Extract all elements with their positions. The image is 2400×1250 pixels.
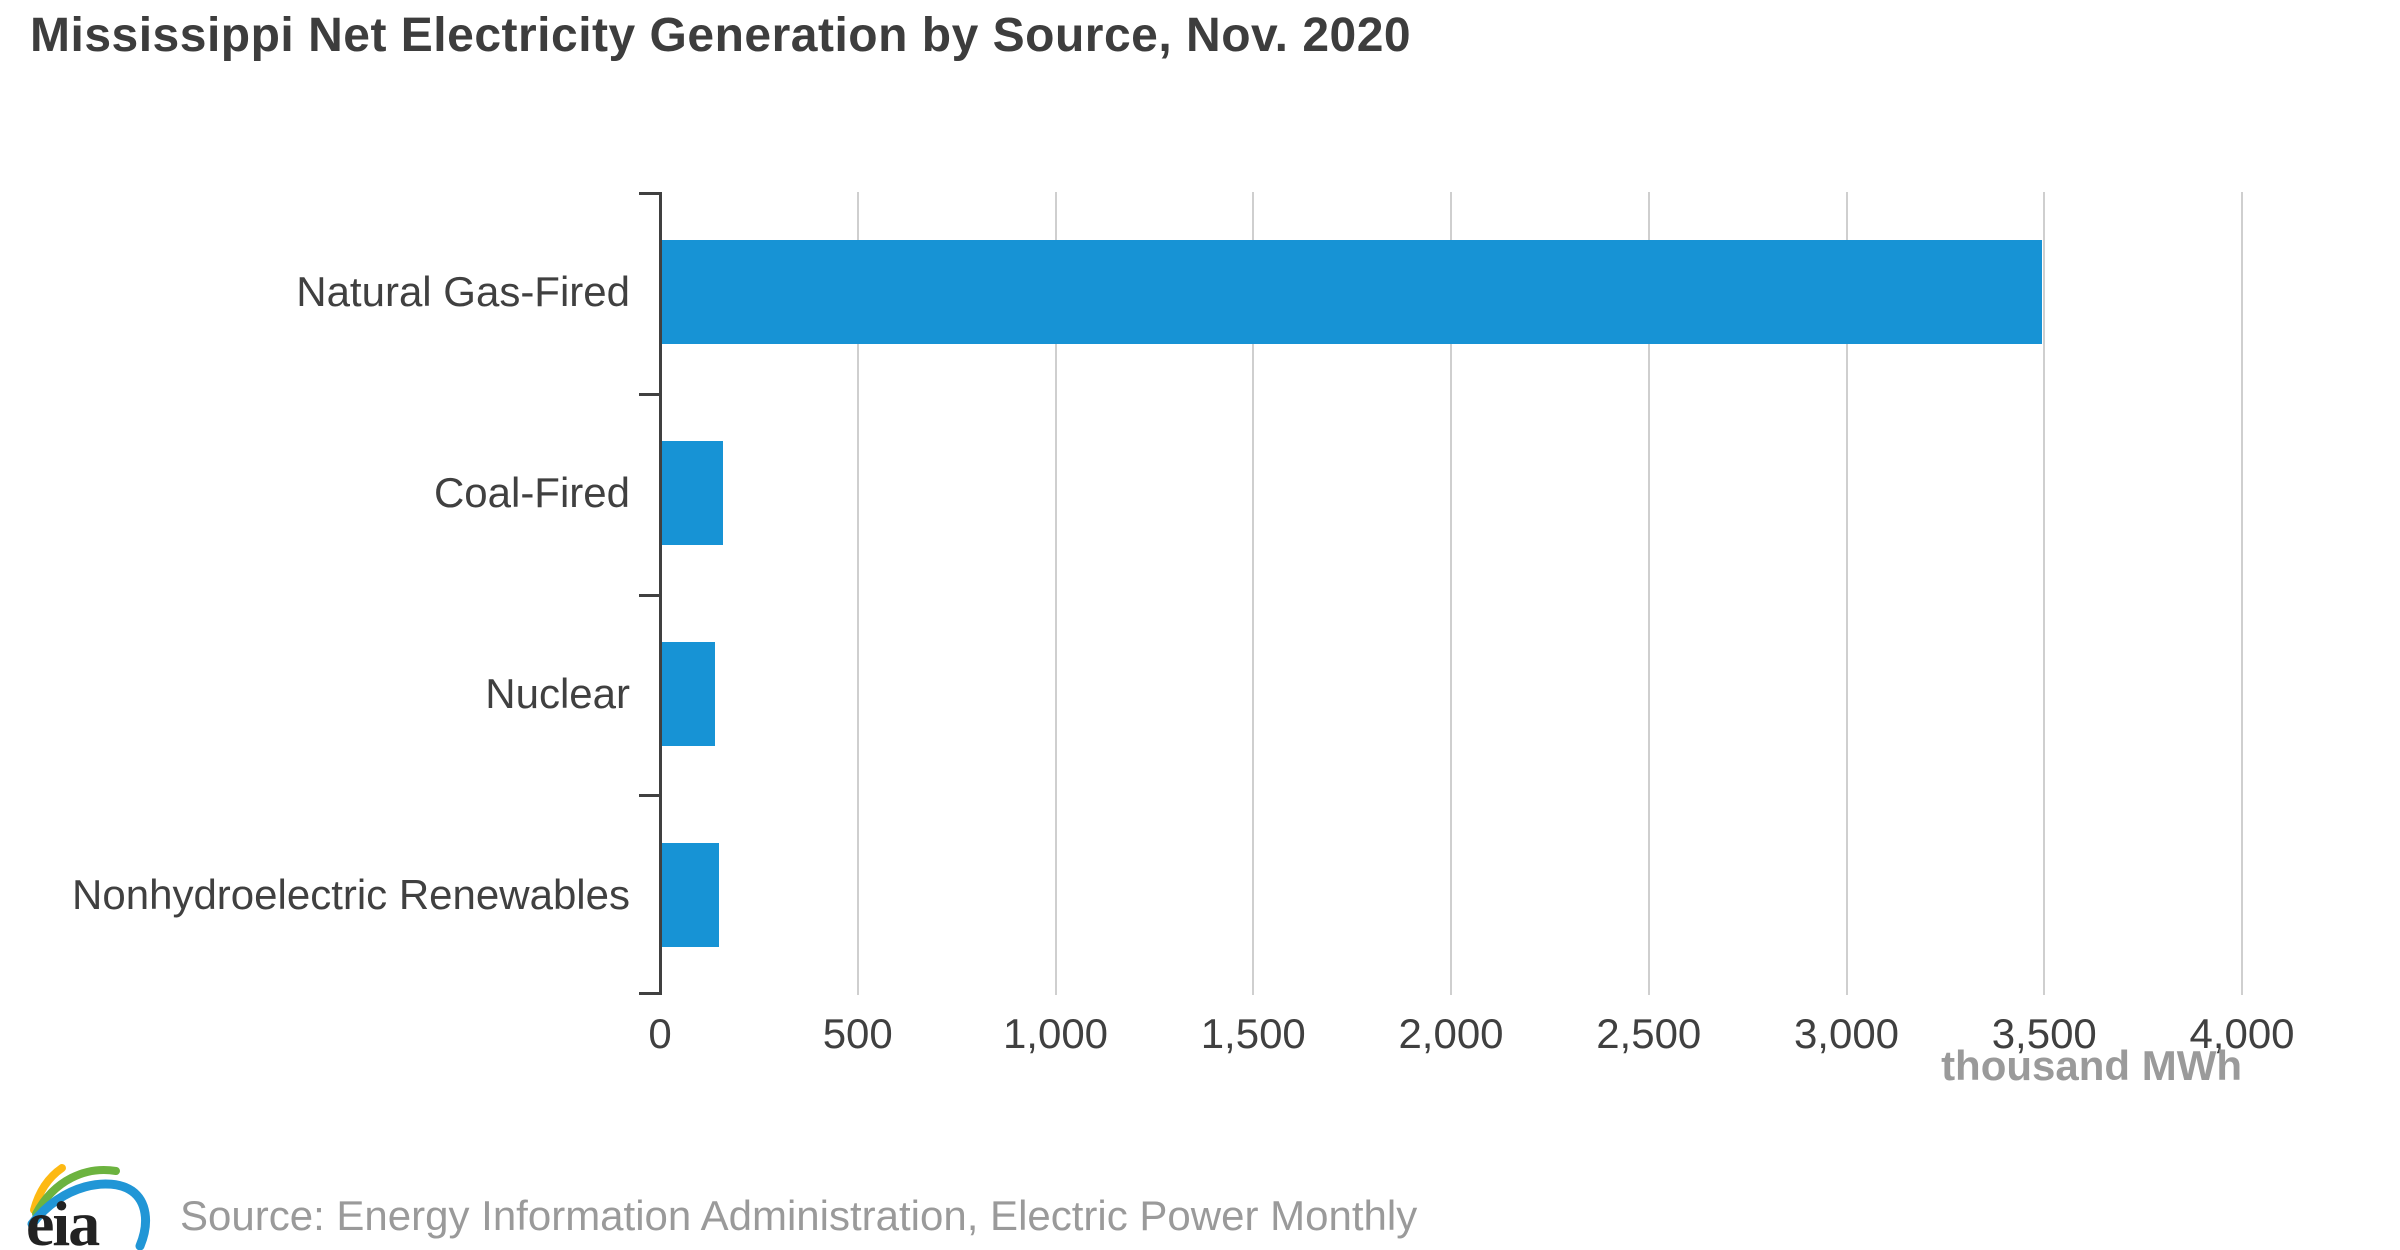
y-axis-tick <box>639 593 659 597</box>
x-tick-label: 3,500 <box>1991 1010 2097 1057</box>
x-tick-label: 3,000 <box>1793 1010 1900 1057</box>
gridline <box>1054 192 1057 995</box>
bar <box>662 441 723 546</box>
x-tick-label: 4,000 <box>2189 1010 2295 1057</box>
category-label: Nuclear <box>485 669 630 717</box>
x-tick-label: 0 <box>648 1010 672 1057</box>
gridline <box>1252 192 1255 995</box>
gridline <box>2043 192 2046 995</box>
category-label: Coal-Fired <box>433 469 630 517</box>
eia-logo-text: eia <box>26 1188 100 1250</box>
gridline <box>1647 192 1650 995</box>
x-tick-label: 1,500 <box>1200 1010 1306 1057</box>
eia-logo-yellow-swoosh <box>30 1164 66 1214</box>
x-tick-label: 2,000 <box>1398 1010 1504 1057</box>
footer: eia Source: Energy Information Administr… <box>0 1150 2400 1250</box>
y-axis-line <box>659 192 662 995</box>
x-tick-label: 2,500 <box>1596 1010 1702 1057</box>
gridline <box>1450 192 1452 995</box>
gridline <box>1845 192 1848 995</box>
y-axis-tick <box>639 392 659 396</box>
category-label: Nonhydroelectric Renewables <box>72 870 630 918</box>
x-axis-unit-label: thousand MWh <box>1941 1042 2242 1089</box>
eia-logo-blue-swoosh <box>27 1179 150 1250</box>
category-label: Natural Gas-Fired <box>296 268 630 316</box>
y-axis-tick <box>639 794 659 798</box>
x-tick-label: 1,000 <box>1002 1010 1109 1057</box>
eia-logo: eia <box>26 1164 150 1250</box>
bar <box>662 240 2042 345</box>
y-axis-tick <box>639 992 659 995</box>
chart-title: Mississippi Net Electricity Generation b… <box>30 9 1412 62</box>
y-axis-tick <box>639 192 659 195</box>
gridline <box>2241 192 2243 995</box>
gridline <box>856 192 859 995</box>
bar <box>662 641 715 746</box>
source-note: Source: Energy Information Administratio… <box>180 1192 1418 1239</box>
eia-logo-green-swoosh <box>32 1166 120 1218</box>
bar <box>662 842 719 947</box>
x-tick-label: 500 <box>822 1010 893 1057</box>
